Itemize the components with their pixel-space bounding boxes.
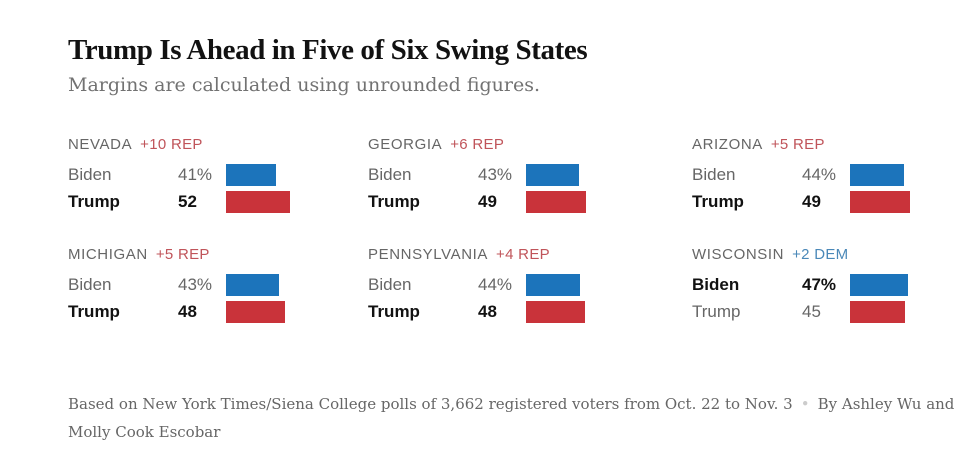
candidate-row-biden: Biden 43% xyxy=(368,164,628,188)
state-panel-arizona: ARIZONA +5 REP Biden 44% Trump 49 xyxy=(692,136,952,226)
value-label: 47% xyxy=(802,275,837,294)
state-header: ARIZONA +5 REP xyxy=(692,136,825,153)
value-label: 49 xyxy=(478,192,497,211)
state-header: PENNSYLVANIA +4 REP xyxy=(368,246,550,263)
value-label: 41% xyxy=(178,165,213,184)
value-label: 43% xyxy=(178,275,213,294)
state-name: PENNSYLVANIA xyxy=(368,246,489,263)
candidate-name: Trump xyxy=(68,302,120,321)
state-header: WISCONSIN +2 DEM xyxy=(692,246,848,263)
candidate-row-biden: Biden 41% xyxy=(68,164,328,188)
candidate-name: Trump xyxy=(692,192,744,211)
state-name: MICHIGAN xyxy=(68,246,148,263)
state-name: GEORGIA xyxy=(368,136,443,153)
state-panel-pennsylvania: PENNSYLVANIA +4 REP Biden 44% Trump 48 xyxy=(368,246,628,336)
candidate-row-biden: Biden 47% xyxy=(692,274,952,298)
state-margin: +6 REP xyxy=(450,136,505,153)
bar-biden xyxy=(850,164,904,186)
candidate-name: Biden xyxy=(68,165,112,184)
candidate-name: Trump xyxy=(368,302,420,321)
state-panel-nevada: NEVADA +10 REP Biden 41% Trump 52 xyxy=(68,136,328,226)
bar-biden xyxy=(526,164,579,186)
state-name: WISCONSIN xyxy=(692,246,785,263)
candidate-name: Biden xyxy=(692,275,740,294)
state-margin: +2 DEM xyxy=(792,246,849,263)
chart-footer: Based on New York Times/Siena College po… xyxy=(68,390,958,446)
candidate-name: Biden xyxy=(692,165,736,184)
source-note: Based on New York Times/Siena College po… xyxy=(68,395,793,413)
chart-subtitle: Margins are calculated using unrounded f… xyxy=(68,74,541,96)
candidate-row-trump: Trump 48 xyxy=(368,301,628,325)
state-header: MICHIGAN +5 REP xyxy=(68,246,210,263)
value-label: 48 xyxy=(478,302,497,321)
value-label: 45 xyxy=(802,302,821,321)
candidate-name: Trump xyxy=(692,302,741,321)
value-label: 52 xyxy=(178,192,197,211)
candidate-name: Trump xyxy=(68,192,120,211)
bar-biden xyxy=(226,274,279,296)
bar-trump xyxy=(226,191,290,213)
candidate-row-trump: Trump 45 xyxy=(692,301,952,325)
candidate-row-trump: Trump 48 xyxy=(68,301,328,325)
chart-title: Trump Is Ahead in Five of Six Swing Stat… xyxy=(68,34,588,66)
candidate-row-biden: Biden 43% xyxy=(68,274,328,298)
bar-biden xyxy=(526,274,580,296)
candidate-name: Trump xyxy=(368,192,420,211)
candidate-name: Biden xyxy=(68,275,112,294)
state-margin: +4 REP xyxy=(496,246,550,263)
state-margin: +10 REP xyxy=(140,136,203,153)
bar-trump xyxy=(526,191,586,213)
candidate-row-trump: Trump 52 xyxy=(68,191,328,215)
state-margin: +5 REP xyxy=(770,136,825,153)
value-label: 43% xyxy=(478,165,513,184)
value-label: 44% xyxy=(802,165,837,184)
state-header: NEVADA +10 REP xyxy=(68,136,203,153)
candidate-row-trump: Trump 49 xyxy=(692,191,952,215)
state-panel-michigan: MICHIGAN +5 REP Biden 43% Trump 48 xyxy=(68,246,328,336)
state-name: NEVADA xyxy=(68,136,133,153)
value-label: 48 xyxy=(178,302,197,321)
state-panel-georgia: GEORGIA +6 REP Biden 43% Trump 49 xyxy=(368,136,628,226)
bar-biden xyxy=(850,274,908,296)
bar-trump xyxy=(850,301,905,323)
candidate-row-biden: Biden 44% xyxy=(692,164,952,188)
candidate-row-biden: Biden 44% xyxy=(368,274,628,298)
candidate-row-trump: Trump 49 xyxy=(368,191,628,215)
state-panel-wisconsin: WISCONSIN +2 DEM Biden 47% Trump 45 xyxy=(692,246,952,336)
bar-biden xyxy=(226,164,276,186)
value-label: 44% xyxy=(478,275,513,294)
value-label: 49 xyxy=(802,192,821,211)
candidate-name: Biden xyxy=(368,275,412,294)
state-name: ARIZONA xyxy=(692,136,763,153)
separator-dot: • xyxy=(800,395,810,413)
state-margin: +5 REP xyxy=(155,246,210,263)
bar-trump xyxy=(526,301,585,323)
byline: By Ashley Wu and Molly Cook Escobar xyxy=(68,395,955,441)
bar-trump xyxy=(850,191,910,213)
bar-trump xyxy=(226,301,285,323)
candidate-name: Biden xyxy=(368,165,412,184)
state-header: GEORGIA +6 REP xyxy=(368,136,504,153)
